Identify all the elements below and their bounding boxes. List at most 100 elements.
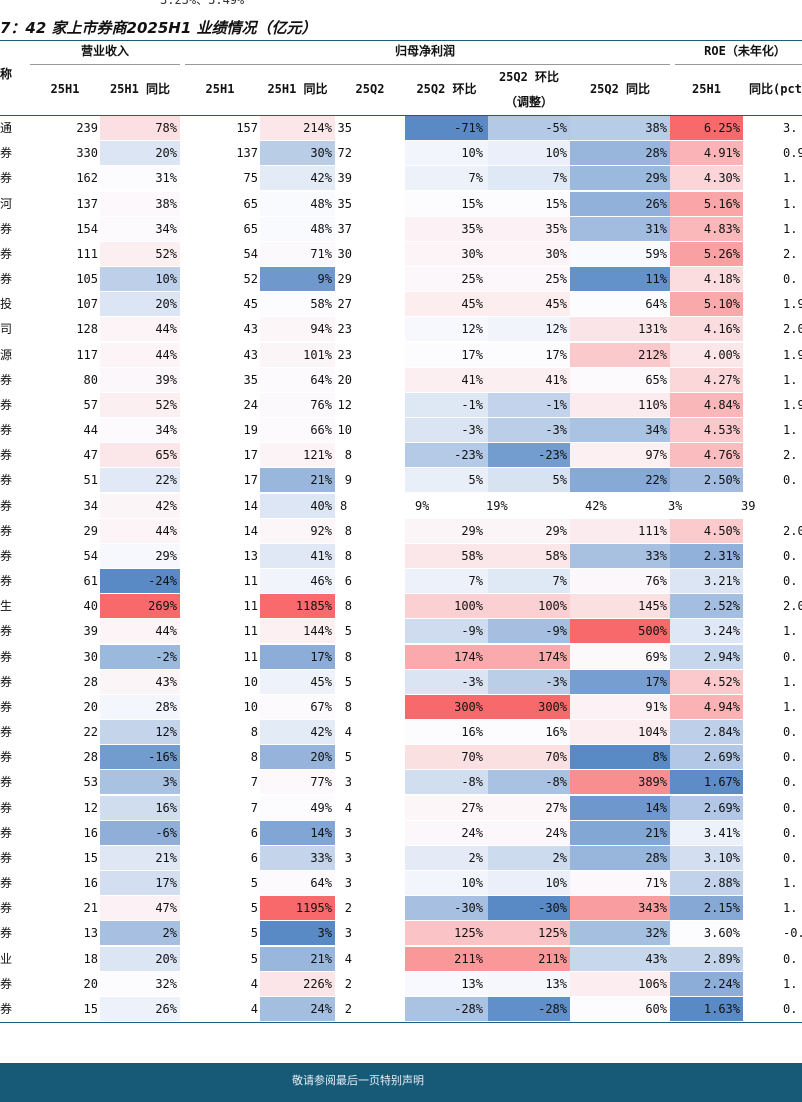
table-cell: 1.67% bbox=[670, 770, 743, 795]
table-cell: -24% bbox=[100, 569, 180, 594]
table-cell: 4 bbox=[344, 951, 352, 966]
table-cell: 17% bbox=[570, 669, 670, 694]
table-cell: 3.21% bbox=[670, 569, 743, 594]
table-cell: 1.9 bbox=[783, 297, 802, 312]
table-cell: 20% bbox=[100, 141, 180, 166]
table-cell: 20% bbox=[100, 946, 180, 971]
table-cell: 0. bbox=[783, 725, 798, 740]
row-name: 券 bbox=[0, 750, 13, 765]
table-cell: -16% bbox=[100, 745, 180, 770]
table-cell: 72 bbox=[337, 146, 352, 161]
column-header: 25Q2 bbox=[355, 82, 385, 96]
table-cell: 11% bbox=[570, 267, 670, 292]
table-cell: 330 bbox=[76, 146, 98, 161]
table-cell: 14 bbox=[243, 498, 258, 513]
table-cell: 174% bbox=[488, 644, 570, 669]
table-cell: 21% bbox=[260, 468, 335, 493]
table-cell: 64% bbox=[570, 292, 670, 317]
table-cell: 17% bbox=[100, 871, 180, 896]
table-cell: 144% bbox=[260, 619, 335, 644]
table-cell: -5% bbox=[488, 116, 570, 140]
table-cell: 21% bbox=[100, 845, 180, 870]
table-cell: 4 bbox=[250, 1001, 258, 1016]
table-cell: 22% bbox=[100, 468, 180, 493]
table-cell: 5 bbox=[250, 901, 258, 916]
table-cell: 1185% bbox=[260, 594, 335, 619]
table-cell: 21% bbox=[570, 820, 670, 845]
table-cell: 0. bbox=[783, 825, 798, 840]
table-cell: 24% bbox=[488, 820, 570, 845]
table-cell: 2.0 bbox=[783, 599, 802, 614]
table-cell: 1. bbox=[783, 423, 798, 438]
table-cell: 2.0 bbox=[783, 523, 802, 538]
row-name: 业 bbox=[0, 951, 13, 966]
table-cell: 7% bbox=[405, 166, 488, 191]
table-cell: 343% bbox=[570, 896, 670, 921]
table-cell: 5.26% bbox=[670, 241, 743, 266]
row-name: 券 bbox=[0, 976, 13, 991]
table-cell: 16% bbox=[100, 795, 180, 820]
table-cell: 2.89% bbox=[670, 946, 743, 971]
table-cell: 0. bbox=[783, 548, 798, 563]
table-cell: 77% bbox=[260, 770, 335, 795]
table-cell: 2 bbox=[344, 901, 352, 916]
table-cell: 48% bbox=[260, 191, 335, 216]
table-cell: 58% bbox=[260, 292, 335, 317]
table-cell: 17 bbox=[243, 448, 258, 463]
table-cell: 3% bbox=[100, 770, 180, 795]
table-cell: 59% bbox=[570, 241, 670, 266]
table-cell: 43% bbox=[570, 946, 670, 971]
table-cell: 11 bbox=[243, 599, 258, 614]
table-cell: 4 bbox=[250, 976, 258, 991]
table-cell: 42% bbox=[260, 166, 335, 191]
table-cell: 2.15% bbox=[670, 896, 743, 921]
table-cell: -1% bbox=[488, 392, 570, 417]
row-name: 生 bbox=[0, 599, 13, 614]
table-cell: 24% bbox=[405, 820, 488, 845]
top-fragment: 3.23%、3.49% bbox=[160, 0, 245, 7]
table-cell: 26% bbox=[570, 191, 670, 216]
table-cell: 8 bbox=[344, 523, 352, 538]
table-cell: 4.16% bbox=[670, 317, 743, 342]
table-cell: 131% bbox=[570, 317, 670, 342]
table-cell: -0. bbox=[783, 926, 802, 941]
row-name: 券 bbox=[0, 498, 13, 513]
table-cell: 105 bbox=[76, 272, 98, 287]
table-cell: 27% bbox=[405, 795, 488, 820]
table-cell: 0. bbox=[783, 850, 798, 865]
table-cell: 14% bbox=[260, 820, 335, 845]
table-cell: 2. bbox=[783, 246, 798, 261]
table-cell: 14 bbox=[243, 523, 258, 538]
row-name: 投 bbox=[0, 297, 13, 312]
table-cell: 0. bbox=[783, 775, 798, 790]
table-cell: 15% bbox=[488, 191, 570, 216]
table-cell: 8% bbox=[570, 745, 670, 770]
table-cell: 125% bbox=[488, 921, 570, 946]
table-cell: -23% bbox=[405, 443, 488, 468]
table-cell: 3 bbox=[344, 926, 352, 941]
table-cell: 25% bbox=[405, 267, 488, 292]
table-cell: 49% bbox=[260, 795, 335, 820]
table-cell: 10% bbox=[405, 141, 488, 166]
table-cell: 54 bbox=[243, 246, 258, 261]
row-name: 券 bbox=[0, 574, 13, 589]
row-name: 券 bbox=[0, 800, 13, 815]
rule bbox=[0, 115, 802, 116]
table-cell: 16% bbox=[405, 720, 488, 745]
table-cell: 1. bbox=[783, 901, 798, 916]
table-cell: 60% bbox=[570, 996, 670, 1021]
table-cell: 25% bbox=[488, 267, 570, 292]
table-cell: 41% bbox=[488, 367, 570, 392]
table-cell: 8 bbox=[250, 725, 258, 740]
table-cell: 44 bbox=[83, 423, 98, 438]
column-header: 25Q2 同比 bbox=[589, 82, 651, 96]
rule bbox=[675, 64, 802, 65]
footer-bar bbox=[0, 1063, 802, 1102]
table-cell: 9% bbox=[415, 498, 430, 513]
table-cell: 44% bbox=[100, 518, 180, 543]
table-cell: 16 bbox=[83, 876, 98, 891]
row-name: 券 bbox=[0, 221, 13, 236]
table-cell: 11 bbox=[243, 574, 258, 589]
table-cell: 37 bbox=[337, 221, 352, 236]
table-cell: 4.30% bbox=[670, 166, 743, 191]
